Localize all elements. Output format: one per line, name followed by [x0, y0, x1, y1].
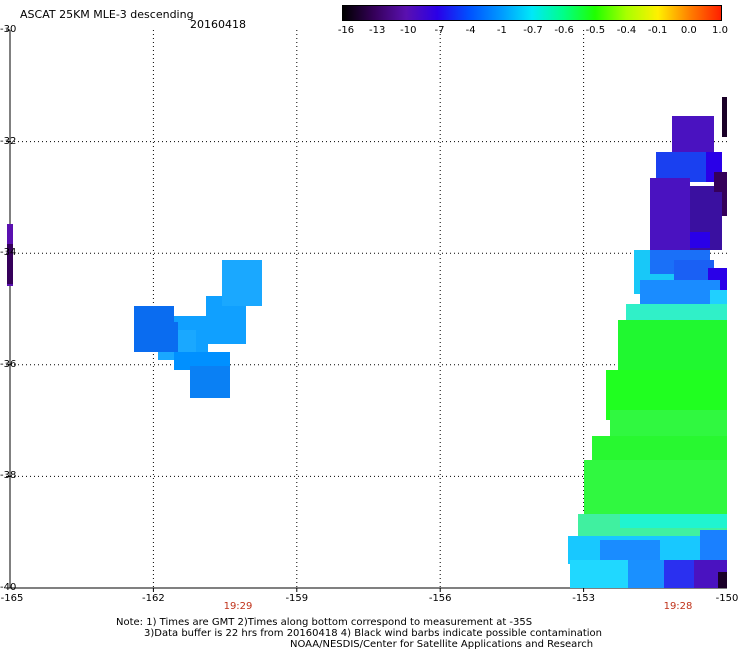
swath-cell — [672, 116, 714, 152]
swath-cell — [610, 410, 727, 438]
colorbar-tick-label: -0.7 — [523, 25, 543, 36]
colorbar-tick-label: -7 — [434, 25, 445, 36]
colorbar-tick-label: -1 — [496, 25, 507, 36]
latitude-label: -40 — [0, 582, 17, 593]
swath-cell — [718, 572, 727, 588]
time-label-right: 19:28 — [663, 601, 693, 612]
longitude-label: -156 — [428, 593, 452, 604]
swath-cell — [664, 560, 694, 588]
latitude-label: -34 — [0, 247, 17, 259]
swath-cell — [222, 260, 262, 306]
swath-cell — [700, 530, 727, 560]
map-date: 20160418 — [190, 18, 246, 31]
swath-cell — [618, 320, 727, 370]
colorbar-tick-label: -4 — [465, 25, 476, 36]
note-line-1: Note: 1) Times are GMT 2)Times along bot… — [116, 617, 533, 628]
swath-cell — [620, 514, 727, 528]
colorbar-tick-label: -0.5 — [585, 25, 606, 36]
swath-cell — [722, 97, 727, 137]
colorbar-tick-label: -0.1 — [647, 25, 668, 36]
colorbar-tick-label: -10 — [400, 25, 417, 36]
latitude-label: -38 — [0, 470, 17, 482]
note-line-2: 3)Data buffer is 22 hrs from 20160418 4)… — [144, 628, 602, 639]
colorbar-tick-label: -16 — [337, 25, 355, 36]
colorbar-tick-label: 1.0 — [712, 25, 728, 36]
swath-cell — [640, 280, 720, 304]
latitude-label: -30 — [0, 24, 17, 35]
colorbar-tick-label: 0.0 — [680, 25, 697, 36]
longitude-label: -159 — [285, 593, 309, 604]
time-label-left: 19:29 — [223, 601, 253, 612]
swath-cell — [158, 322, 178, 352]
longitude-label: -162 — [142, 593, 165, 604]
swath-cell — [690, 232, 710, 248]
swath-cell — [650, 178, 690, 250]
latitude-label: -36 — [0, 358, 17, 370]
colorbar-tick-label: -0.6 — [554, 25, 574, 36]
swath-cell — [628, 560, 668, 588]
swath-cell — [174, 352, 230, 370]
note-line-3: NOAA/NESDIS/Center for Satellite Applica… — [290, 639, 594, 650]
swath-cell — [190, 366, 230, 398]
swath-cell — [584, 460, 727, 516]
colorbar-tick-label: -0.4 — [616, 25, 637, 36]
swath-cell — [656, 152, 706, 182]
colorbar — [342, 5, 722, 21]
longitude-label: -150 — [715, 593, 739, 604]
latitude-label: -32 — [0, 135, 17, 147]
map-title: ASCAT 25KM MLE-3 descending — [20, 8, 194, 21]
swath-cell — [722, 186, 727, 216]
swath-cell — [7, 244, 13, 284]
swath-cell — [626, 304, 727, 322]
longitude-label: -165 — [0, 593, 24, 604]
longitude-label: -153 — [572, 593, 595, 604]
swath-cell — [570, 560, 628, 588]
colorbar-tick-label: -13 — [368, 25, 386, 36]
swath-cell — [592, 436, 727, 462]
